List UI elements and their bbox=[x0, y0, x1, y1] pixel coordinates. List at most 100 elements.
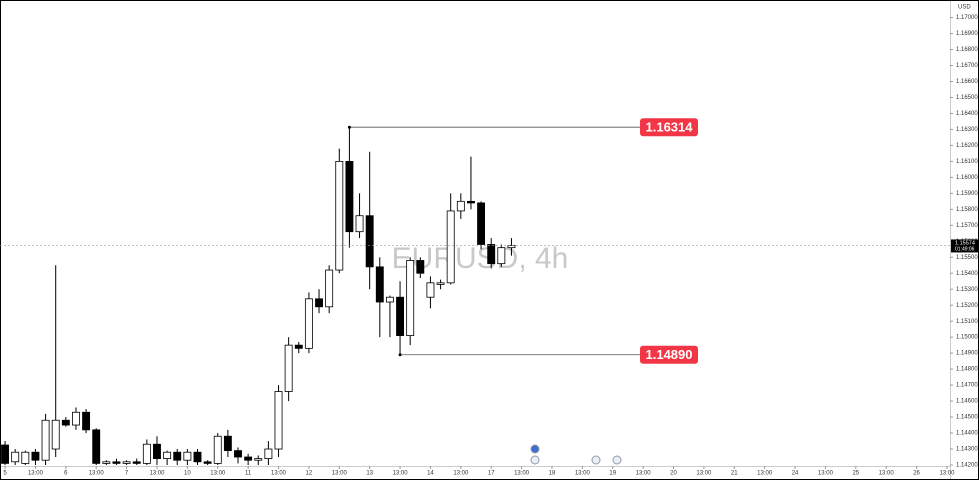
candle-body bbox=[264, 448, 273, 460]
event-icon bbox=[530, 444, 540, 454]
x-tick-label: 13:00 bbox=[879, 471, 895, 477]
candle-body bbox=[183, 451, 192, 461]
candle-body bbox=[456, 200, 465, 212]
candle-body bbox=[122, 461, 131, 464]
x-tick-label: 13:00 bbox=[575, 471, 591, 477]
y-tick-label: 1.17000 bbox=[956, 15, 978, 21]
level-anchor bbox=[347, 125, 351, 129]
candle-body bbox=[82, 411, 91, 431]
x-tick-label: 26 bbox=[913, 471, 920, 477]
candle-body bbox=[72, 411, 80, 426]
candle-body bbox=[254, 458, 263, 461]
candle-body bbox=[325, 269, 334, 308]
x-tick-label: 13 bbox=[366, 471, 373, 477]
candle-body bbox=[284, 344, 293, 392]
x-tick-label: 10 bbox=[184, 471, 191, 477]
x-tick-label: 13:00 bbox=[453, 471, 469, 477]
candle-body bbox=[355, 215, 364, 233]
y-tick-label: 1.16100 bbox=[956, 159, 978, 165]
y-tick-label: 1.14700 bbox=[956, 383, 978, 389]
level-label: 1.16314 bbox=[646, 120, 694, 135]
y-tick-label: 1.16600 bbox=[956, 79, 978, 85]
x-tick-label: 6 bbox=[64, 471, 68, 477]
y-tick-label: 1.16800 bbox=[956, 47, 978, 53]
candle-body bbox=[234, 450, 242, 458]
x-tick-label: 13:00 bbox=[210, 471, 226, 477]
y-tick-label: 1.14400 bbox=[956, 431, 978, 437]
y-tick-label: 1.16200 bbox=[956, 143, 978, 149]
x-tick-label: 5 bbox=[3, 471, 7, 477]
candle-body bbox=[112, 461, 121, 464]
event-icon bbox=[612, 455, 622, 465]
candle-body bbox=[487, 244, 496, 265]
candle-body bbox=[61, 419, 70, 426]
x-tick-label: 14 bbox=[427, 471, 434, 477]
candle-body bbox=[1, 444, 10, 464]
candle-body bbox=[497, 247, 506, 265]
candle-body bbox=[396, 296, 404, 336]
x-tick-label: 13:00 bbox=[514, 471, 530, 477]
x-tick-label: 13:00 bbox=[89, 471, 105, 477]
x-tick-label: 13:00 bbox=[149, 471, 165, 477]
y-tick-label: 1.16700 bbox=[956, 63, 978, 69]
x-tick-label: 13:00 bbox=[757, 471, 773, 477]
y-tick-label: 1.16000 bbox=[956, 175, 978, 181]
candle-body bbox=[142, 443, 151, 464]
candle-body bbox=[416, 260, 425, 274]
x-tick-label: 13:00 bbox=[696, 471, 712, 477]
candle-body bbox=[213, 435, 222, 464]
event-icons bbox=[530, 444, 622, 465]
y-tick-label: 1.15500 bbox=[956, 255, 978, 261]
candle-body bbox=[102, 461, 111, 464]
candle-body bbox=[92, 429, 101, 464]
y-tick-label: 1.14800 bbox=[956, 367, 978, 373]
last-price-label: 1.15574 bbox=[955, 240, 975, 246]
x-tick-label: 11 bbox=[245, 471, 252, 477]
candle-body bbox=[304, 298, 313, 349]
y-tick-label: 1.16400 bbox=[956, 111, 978, 117]
candle-body bbox=[375, 266, 384, 303]
candle-body bbox=[203, 461, 212, 464]
candle-body bbox=[406, 260, 415, 336]
x-tick-label: 25 bbox=[852, 471, 859, 477]
candle-body bbox=[335, 160, 344, 271]
candle-body bbox=[477, 202, 486, 245]
x-tick-label: 7 bbox=[125, 471, 129, 477]
y-tick-label: 1.16500 bbox=[956, 95, 978, 101]
x-tick-label: 13:00 bbox=[271, 471, 287, 477]
y-tick-label: 1.14900 bbox=[956, 351, 978, 357]
y-tick-label: 1.14500 bbox=[956, 415, 978, 421]
y-tick-label: 1.15300 bbox=[956, 287, 978, 293]
y-tick-label: 1.14200 bbox=[956, 463, 978, 469]
x-tick-label: 13:00 bbox=[28, 471, 44, 477]
candle-body bbox=[223, 435, 232, 452]
candle-body bbox=[315, 298, 323, 308]
candle-body bbox=[51, 419, 60, 450]
x-tick-label: 17 bbox=[488, 471, 495, 477]
candle-body bbox=[385, 296, 394, 303]
candle-body bbox=[193, 451, 202, 463]
x-tick-label: 13:00 bbox=[636, 471, 652, 477]
candle-body bbox=[426, 282, 435, 298]
candle-body bbox=[153, 443, 161, 460]
x-tick-label: 21 bbox=[731, 471, 738, 477]
y-tick-label: 1.16300 bbox=[956, 127, 978, 133]
last-price-countdown: 01:49:06 bbox=[955, 246, 975, 252]
y-tick-label: 1.15700 bbox=[956, 223, 978, 229]
x-tick-label: 24 bbox=[792, 471, 799, 477]
candle-body bbox=[41, 419, 50, 461]
y-tick-label: 1.15800 bbox=[956, 207, 978, 213]
x-tick-label: 12 bbox=[306, 471, 313, 477]
level-anchor bbox=[398, 353, 402, 357]
x-tick-label: 18 bbox=[549, 471, 556, 477]
candle-body bbox=[436, 282, 445, 285]
x-tick-label: 13:00 bbox=[939, 471, 955, 477]
x-tick-label: 20 bbox=[670, 471, 677, 477]
last-price-box bbox=[951, 239, 978, 253]
candle-body bbox=[345, 160, 354, 233]
candle-body bbox=[31, 451, 40, 461]
event-icon bbox=[530, 455, 540, 465]
level-label-box bbox=[640, 118, 698, 137]
